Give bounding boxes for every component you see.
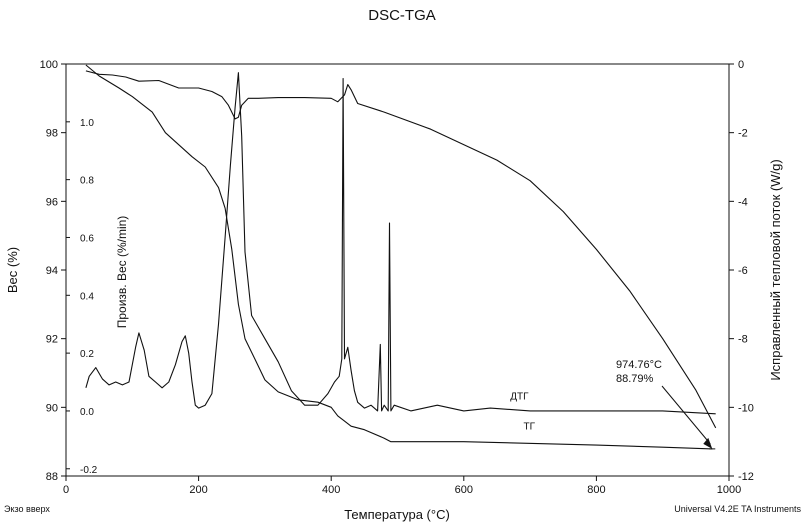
left-tick-label: 100 <box>40 59 58 71</box>
left-tick-label: 90 <box>46 402 58 414</box>
inner-tick-label: -0.2 <box>80 465 98 476</box>
annotation-weight: 88.79% <box>616 373 654 385</box>
right-tick-label: -6 <box>738 265 748 277</box>
inner-axis-ticks: 1.0 0.8 0.6 0.4 0.2 0.0 -0.2 <box>66 118 98 476</box>
left-tick-label: 92 <box>46 334 58 346</box>
series-layer <box>85 64 717 450</box>
x-axis-label: Температура (°C) <box>344 507 450 522</box>
right-tick-label: -8 <box>738 334 748 346</box>
labels-layer: ТГДСКДТГ974.76°C88.79% <box>510 359 716 450</box>
footer-instrument: Universal V4.2E TA Instruments <box>674 504 801 514</box>
chart-title: DSC-TGA <box>368 7 436 24</box>
left-axis-label: Вес (%) <box>5 247 20 293</box>
left-tick-label: 96 <box>46 196 58 208</box>
x-tick-label: 200 <box>189 484 207 496</box>
right-tick-label: -4 <box>738 196 748 208</box>
footer-exo-up: Экзо вверх <box>4 504 50 514</box>
right-tick-label: -2 <box>738 128 748 140</box>
inner-axis-label: Произв. Вес (%/min) <box>115 216 129 329</box>
series-label-dtg: ДТГ <box>510 391 529 402</box>
annotation-leader-line <box>661 385 711 445</box>
x-tick-label: 600 <box>455 484 473 496</box>
right-axis-label: Исправленный тепловой поток (W/g) <box>768 159 783 380</box>
x-tick-label: 1000 <box>717 484 741 496</box>
inner-tick-label: 0.8 <box>80 176 94 187</box>
series-line-dsc <box>85 70 717 429</box>
right-axis-ticks: 0 -2 -4 -6 -8 -10 -12 <box>729 59 754 483</box>
x-tick-label: 0 <box>63 484 69 496</box>
annotation-temperature: 974.76°C <box>616 359 662 371</box>
left-tick-label: 88 <box>46 471 58 483</box>
x-tick-label: 400 <box>322 484 340 496</box>
left-tick-label: 98 <box>46 128 58 140</box>
inner-tick-label: 0.0 <box>80 407 94 418</box>
plot-frame <box>65 63 730 477</box>
right-tick-label: -12 <box>738 471 754 483</box>
right-tick-label: 0 <box>738 59 744 71</box>
series-line-tg <box>85 64 713 450</box>
inner-tick-label: 0.4 <box>80 291 94 302</box>
left-axis-ticks: 100 98 96 94 92 90 88 <box>40 59 66 483</box>
series-label-tg: ТГ <box>523 422 535 433</box>
inner-tick-label: 0.2 <box>80 349 94 360</box>
annotation-arrowhead <box>703 437 713 449</box>
right-tick-label: -10 <box>738 402 754 414</box>
series-line-dtg <box>85 72 716 415</box>
inner-tick-label: 1.0 <box>80 118 94 129</box>
left-tick-label: 94 <box>46 265 58 277</box>
inner-tick-label: 0.6 <box>80 233 94 244</box>
x-axis-ticks: 0 200 400 600 800 1000 <box>63 476 741 496</box>
x-tick-label: 800 <box>587 484 605 496</box>
